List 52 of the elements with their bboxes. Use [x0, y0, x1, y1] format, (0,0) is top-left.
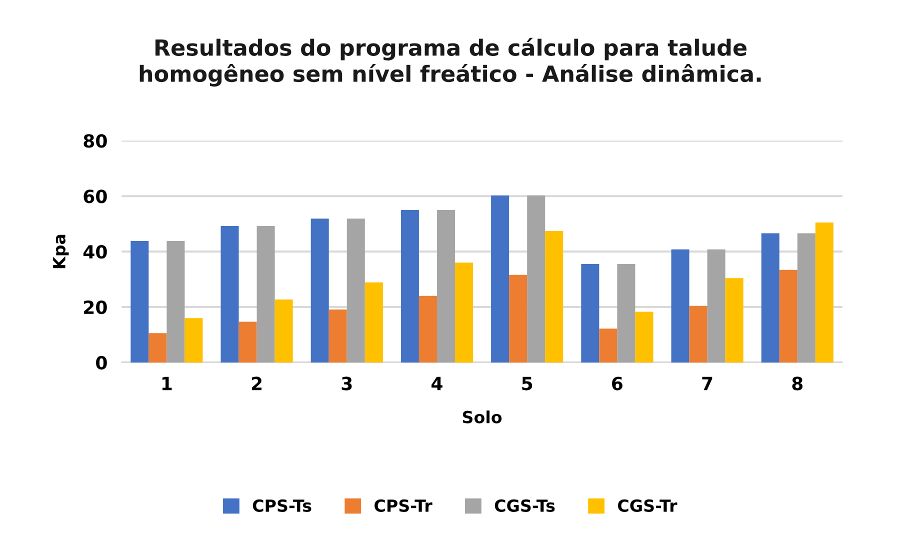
bar [707, 249, 726, 362]
bar [545, 231, 564, 362]
bar [779, 270, 798, 362]
bar [346, 218, 365, 362]
y-tick-label: 0 [96, 356, 107, 370]
legend-label: CPS-Ts [252, 499, 312, 512]
bar [797, 233, 816, 362]
bar [256, 226, 275, 362]
chart-title: Resultados do programa de cálculo para talude homogêneo sem nível freático - Análise dinâmica. [140, 38, 761, 87]
x-tick-label: 6 [612, 376, 622, 390]
bar [130, 241, 149, 362]
bar [364, 282, 383, 362]
bar [581, 264, 600, 362]
bar [761, 233, 780, 362]
bar [436, 210, 456, 362]
x-tick-label: 1 [162, 376, 172, 390]
bar [617, 264, 636, 362]
x-tick-label: 5 [522, 376, 532, 390]
x-tick-label: 3 [342, 376, 352, 390]
x-tick-label: 7 [702, 376, 712, 390]
legend-label: CPS-Tr [374, 499, 432, 512]
bar [148, 333, 167, 362]
bar [455, 262, 474, 362]
bar [671, 249, 690, 362]
bar [400, 210, 419, 362]
y-axis-title: Kpa [53, 234, 69, 268]
x-tick-label: 8 [792, 376, 803, 390]
bar [509, 274, 528, 362]
y-tick-label: 40 [83, 245, 107, 259]
y-tick-label: 80 [84, 134, 107, 148]
bar [166, 241, 185, 362]
bar [184, 318, 203, 362]
y-tick-label: 60 [84, 190, 107, 204]
legend-label: CGS-Ts [494, 499, 555, 512]
bar [599, 328, 618, 362]
bar [274, 300, 293, 362]
x-axis-title: Solo [462, 410, 502, 424]
y-tick-label: 20 [84, 300, 107, 314]
bar [328, 310, 347, 362]
bar [527, 196, 546, 362]
bar [689, 306, 708, 362]
x-tick-label: 2 [252, 376, 262, 390]
legend-label: CGS-Tr [618, 499, 678, 512]
bar [491, 196, 510, 362]
bar [238, 322, 257, 362]
bar [220, 226, 239, 362]
bar [418, 296, 437, 362]
bar [815, 222, 834, 362]
x-tick-label: 4 [432, 376, 442, 390]
bar [310, 218, 329, 362]
bar [635, 312, 654, 362]
bar [725, 278, 744, 362]
